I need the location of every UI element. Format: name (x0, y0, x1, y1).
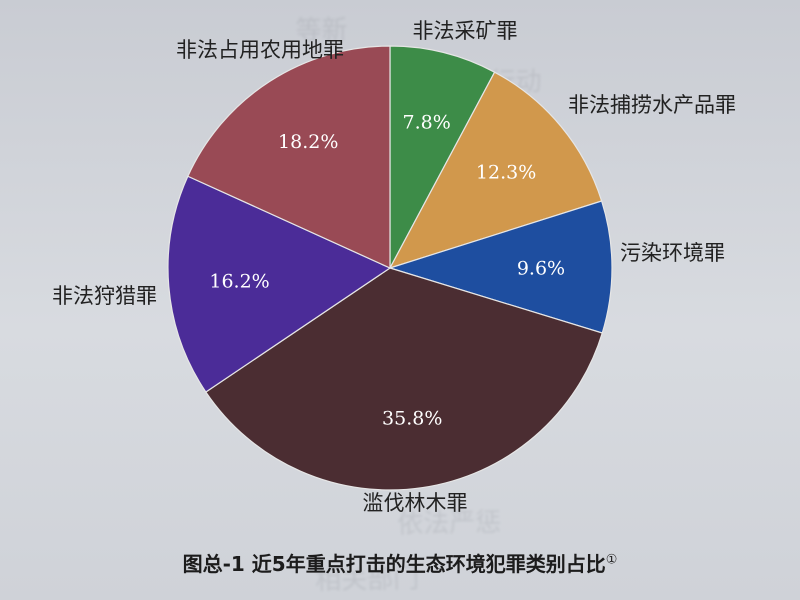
slice-category-label: 非法狩猎罪 (52, 284, 157, 308)
slice-value-label: 18.2% (278, 131, 338, 153)
slice-value-label: 9.6% (517, 257, 565, 279)
slice-value-label: 16.2% (209, 271, 269, 293)
slice-category-label: 非法占用农用地罪 (176, 38, 344, 62)
slice-category-label: 污染环境罪 (620, 241, 725, 265)
slice-category-label: 滥伐林木罪 (363, 491, 468, 515)
footnote-marker: ① (605, 552, 618, 568)
pie-slice (187, 45, 391, 269)
pie-slice (167, 175, 392, 393)
pie-chart: 7.8% 12.3% 9.6% 35.8% 16.2% 18.2% 非法采矿罪非法捕捞水产… (52, 19, 736, 515)
pie-slice (387, 200, 613, 334)
slice-value-label: 35.8% (382, 407, 442, 429)
slice-value-label: 7.8% (403, 112, 451, 134)
pie-slice (388, 71, 603, 270)
slice-value-label: 12.3% (476, 162, 536, 184)
slice-category-label: 非法捕捞水产品罪 (568, 93, 736, 117)
slice-category-label: 非法采矿罪 (413, 19, 518, 43)
figure-caption: 图总-1 近5年重点打击的生态环境犯罪类别占比① (0, 548, 800, 577)
pie-slice (205, 267, 604, 491)
chart-title: 图总-1 近5年重点打击的生态环境犯罪类别占比 (182, 552, 606, 576)
pie-slice (389, 45, 496, 269)
